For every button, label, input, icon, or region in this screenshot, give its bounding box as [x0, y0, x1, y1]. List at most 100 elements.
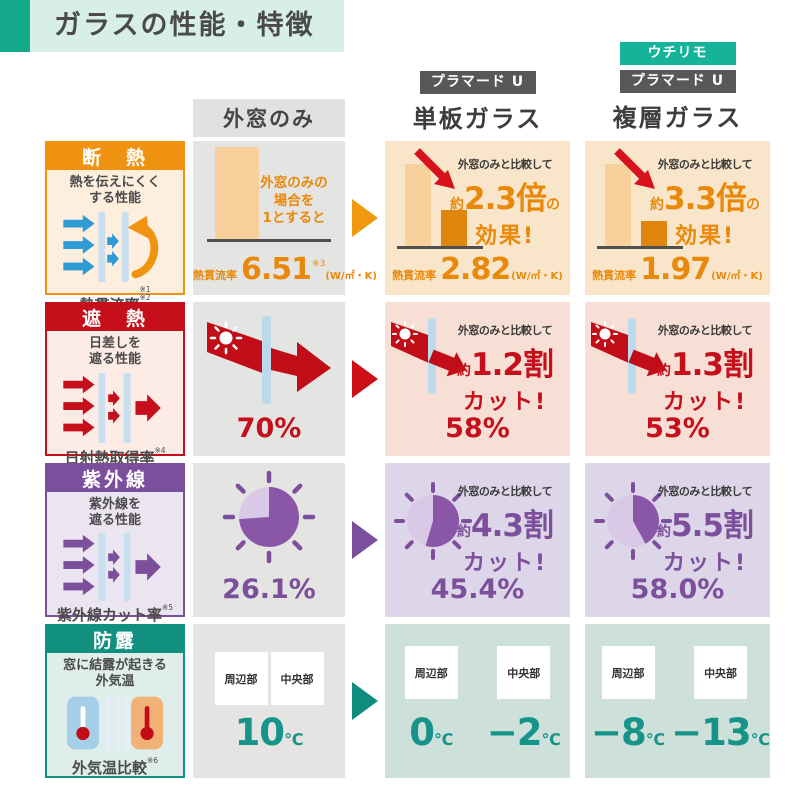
- row-title-uv: 紫外線: [47, 465, 183, 492]
- thermometers-icon: [47, 691, 183, 757]
- chart-baseline: [597, 246, 683, 249]
- zone-label-edge: 周辺部: [601, 646, 655, 699]
- right-arrow-icon: [352, 682, 378, 720]
- single-metric: 熱貫流率 2.82(W/㎡・K): [392, 252, 563, 287]
- comparison-text: 外窓のみと比較して 約3.3倍の 効果!: [650, 158, 760, 249]
- brand-badge: プラマード U: [619, 70, 736, 93]
- sun-pie-icon: [394, 482, 472, 560]
- comparison-table: 断 熱 熱を伝えにくく する性能 熱貫流率※1 ※: [45, 141, 770, 778]
- comparison-text: 外窓のみと比較して 約4.3割 カット!: [457, 485, 554, 576]
- row-title-shading: 遮 熱: [47, 304, 183, 331]
- row-label-uv: 紫外線 紫外線を 遮る性能 紫外線カット率※5: [45, 463, 185, 624]
- comparison-text: 外窓のみと比較して 約1.2割 カット!: [457, 324, 554, 415]
- uv-double-cell: 外窓のみと比較して 約5.5割 カット! 58.0%: [585, 463, 770, 617]
- zone-labels: 周辺部 中央部: [193, 652, 345, 705]
- flow-arrow-uv: [345, 463, 385, 617]
- solar-arrow-icon: [391, 318, 467, 394]
- zone-column-edge: 周辺部 −8℃: [585, 624, 671, 778]
- right-arrow-icon: [352, 199, 378, 237]
- sun-pie-icon: [594, 482, 672, 560]
- zone-column-center: 中央部 −13℃: [671, 624, 770, 778]
- baseline-value: 70%: [236, 413, 302, 444]
- single-value: 58%: [445, 413, 510, 444]
- gap: [570, 141, 585, 295]
- shading-baseline-cell: 70%: [193, 302, 345, 456]
- row-desc-insulation: 熱を伝えにくく する性能: [69, 175, 161, 207]
- row-metric-uv: 紫外線カット率※5: [56, 602, 174, 624]
- page-title-bar: ガラスの性能・特徴: [0, 0, 345, 52]
- insulation-double-cell: 外窓のみと比較して 約3.3倍の 効果! 熱貫流率 1.97(W/㎡・K): [585, 141, 770, 295]
- brand-badge: プラマード U: [419, 71, 536, 94]
- decrease-arrow-icon: [414, 148, 455, 189]
- baseline-value: 26.1%: [222, 574, 316, 605]
- temperature-value: −8℃: [591, 711, 666, 754]
- footnote-marks: ※1 ※2: [139, 284, 151, 302]
- comparison-bar-chart: [593, 148, 689, 253]
- sunlight-blocking-icon: [47, 369, 183, 447]
- baseline-bar: [605, 164, 631, 246]
- row-desc-dew: 窓に結露が起きる 外気温: [63, 658, 167, 690]
- gap: [185, 463, 193, 617]
- row-label-dew: 防露 窓に結露が起きる 外気温 外気温比較※6: [45, 624, 185, 778]
- comparison-bar-chart: [393, 148, 489, 253]
- shading-single-cell: 外窓のみと比較して 約1.2割 カット! 58%: [385, 302, 570, 456]
- dew-baseline-cell: 周辺部 中央部 10℃: [193, 624, 345, 778]
- heat-flow-through-glass-icon: [47, 208, 183, 286]
- footnote-marks: ※5: [161, 602, 174, 612]
- solar-arrow-icon: [207, 316, 331, 404]
- solar-arrow-icon: [591, 318, 667, 394]
- column-header-baseline: 外窓のみ: [193, 99, 345, 137]
- gap: [185, 141, 193, 295]
- title-accent-block: [0, 0, 30, 52]
- row-desc-uv: 紫外線を 遮る性能: [88, 497, 141, 529]
- gap: [570, 302, 585, 456]
- chart-baseline: [207, 239, 331, 242]
- temperature-value: −2℃: [486, 711, 561, 754]
- single-value: 45.4%: [430, 574, 525, 605]
- column-name-single: 単板ガラス: [412, 105, 543, 133]
- row-title-insulation: 断 熱: [47, 143, 183, 170]
- zone-label-center: 中央部: [270, 652, 324, 705]
- temperature-value: 0℃: [409, 711, 454, 754]
- insulation-baseline-cell: 外窓のみの 場合を 1とすると 熱貫流率 6.51※3(W/㎡・K): [193, 141, 377, 295]
- gap: [570, 624, 585, 778]
- uv-baseline-cell: 26.1%: [193, 463, 345, 617]
- column-name-double: 複層ガラス: [612, 104, 743, 132]
- comparison-text: 外窓のみと比較して 約1.3割 カット!: [657, 324, 754, 415]
- sun-pie-icon: [222, 471, 316, 564]
- gap: [570, 463, 585, 617]
- uv-blocking-icon: [47, 530, 183, 604]
- comparison-text: 外窓のみと比較して 約5.5割 カット!: [657, 485, 754, 576]
- flow-arrow-insulation: [345, 141, 385, 295]
- double-metric: 熱貫流率 1.97(W/㎡・K): [592, 252, 763, 287]
- dew-double-cell: 周辺部 −8℃ 中央部 −13℃: [585, 624, 770, 778]
- improved-bar: [441, 210, 467, 246]
- gap: [185, 302, 193, 456]
- baseline-bar: [405, 164, 431, 246]
- series-badge: ウチリモ: [619, 42, 736, 65]
- zone-label-center: 中央部: [497, 646, 551, 699]
- row-title-dew: 防露: [47, 626, 183, 653]
- zone-label-center: 中央部: [694, 646, 748, 699]
- double-value: 53%: [645, 413, 710, 444]
- temperature-value: −13℃: [671, 711, 770, 754]
- zone-label-edge: 周辺部: [404, 646, 458, 699]
- flow-arrow-shading: [345, 302, 385, 456]
- row-metric-dew: 外気温比較※6: [71, 755, 159, 777]
- zone-column-edge: 周辺部 0℃: [385, 624, 478, 778]
- insulation-single-cell: 外窓のみと比較して 約2.3倍の 効果! 熱貫流率 2.82(W/㎡・K): [385, 141, 570, 295]
- uv-single-cell: 外窓のみと比較して 約4.3割 カット! 45.4%: [385, 463, 570, 617]
- baseline-note: 外窓のみの 場合を 1とすると: [260, 175, 328, 227]
- double-value: 58.0%: [630, 574, 725, 605]
- row-label-insulation: 断 熱 熱を伝えにくく する性能 熱貫流率※1 ※: [45, 141, 185, 314]
- dew-single-cell: 周辺部 0℃ 中央部 −2℃: [385, 624, 570, 778]
- row-label-shading: 遮 熱 日差しを 遮る性能 日射熱取得率※4: [45, 302, 185, 467]
- shading-double-cell: 外窓のみと比較して 約1.3割 カット! 53%: [585, 302, 770, 456]
- flow-arrow-dew: [345, 624, 385, 778]
- improved-bar: [641, 221, 667, 246]
- right-arrow-icon: [352, 360, 378, 398]
- page-title: ガラスの性能・特徴: [30, 0, 345, 52]
- baseline-temperature: 10℃: [234, 711, 304, 754]
- row-desc-shading: 日差しを 遮る性能: [88, 336, 141, 368]
